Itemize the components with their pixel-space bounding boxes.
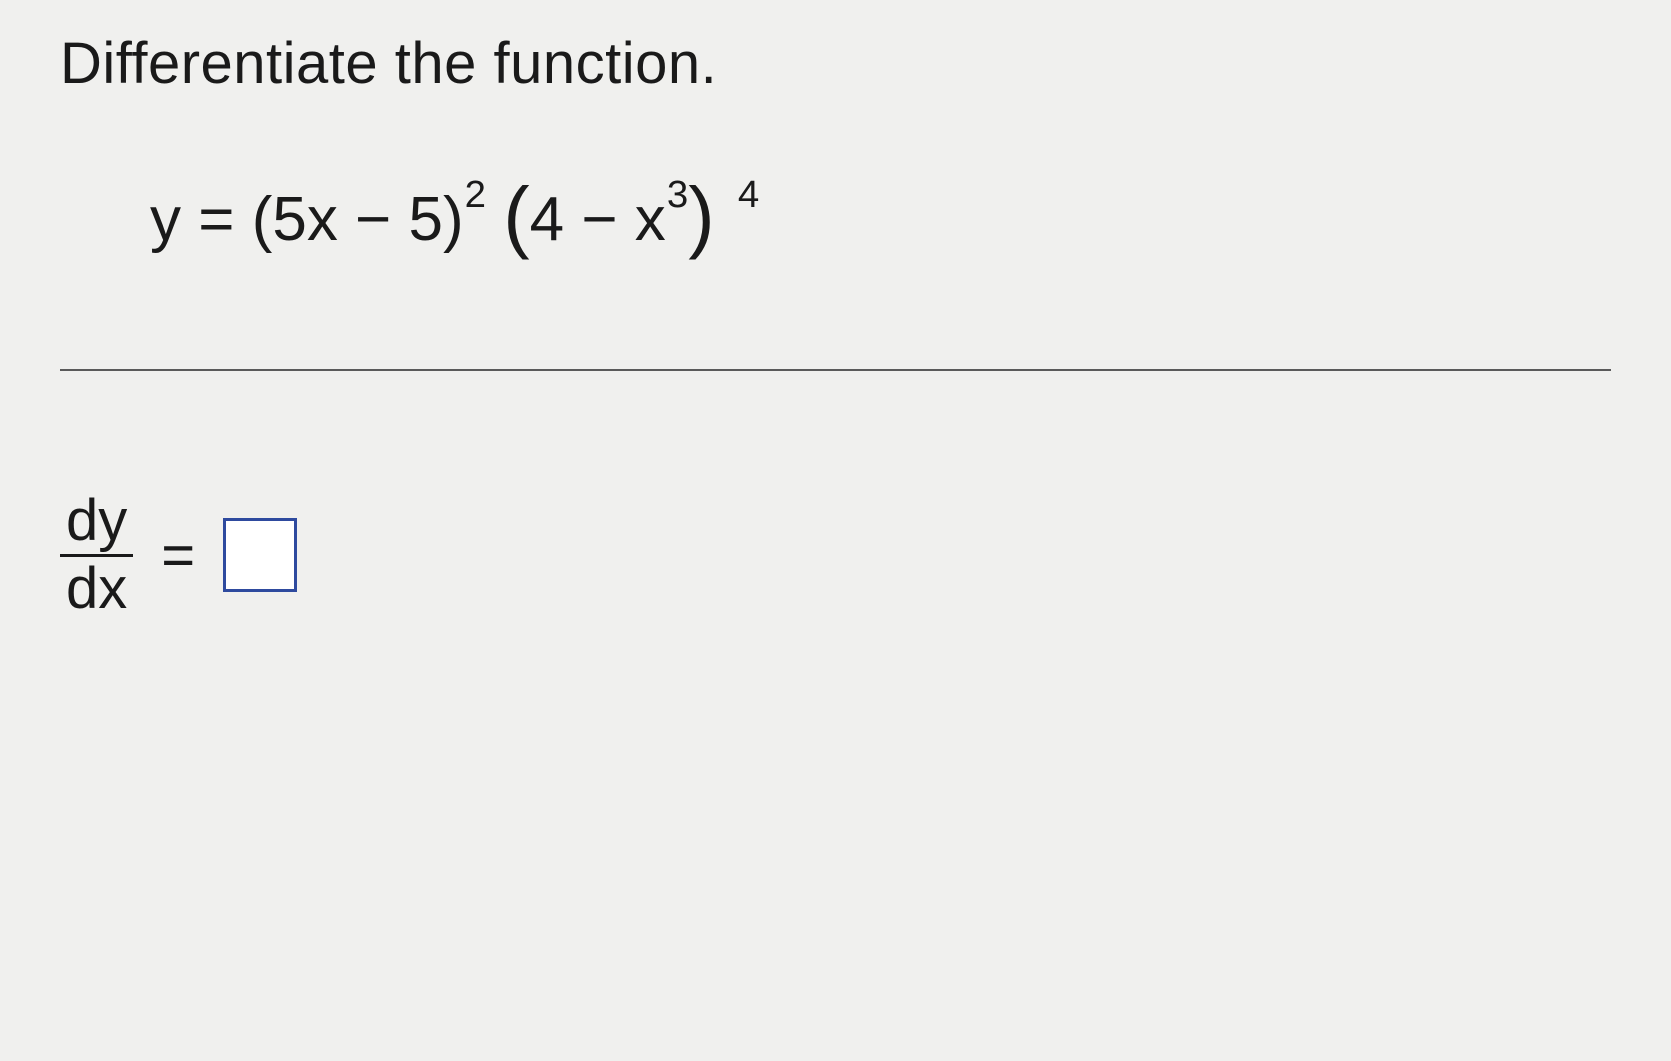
eq-equals: =: [198, 185, 234, 254]
section-divider: [60, 369, 1611, 371]
eq-term2-open: (: [503, 171, 529, 260]
fraction-numerator: dy: [60, 491, 133, 554]
equation: y = (5x − 5)2 (4 − x3) 4: [150, 185, 759, 254]
eq-term1-close: ): [443, 185, 464, 254]
equation-row: y = (5x − 5)2 (4 − x3) 4: [150, 167, 1611, 259]
eq-term2-close: ): [688, 171, 714, 260]
eq-term1-inner: 5x − 5: [272, 185, 443, 254]
eq-term1-open: (: [252, 185, 273, 254]
eq-term2-exp: 4: [738, 173, 759, 216]
question-page: Differentiate the function. y = (5x − 5)…: [0, 0, 1671, 1061]
problem-prompt: Differentiate the function.: [60, 30, 1611, 97]
eq-term1-exp: 2: [465, 173, 486, 216]
answer-equals: =: [161, 522, 195, 589]
answer-row: dy dx =: [60, 491, 1611, 620]
eq-lhs: y: [150, 185, 181, 254]
eq-term2-inner-a: 4 − x: [530, 185, 666, 254]
fraction-denominator: dx: [60, 554, 133, 620]
derivative-fraction: dy dx: [60, 491, 133, 620]
eq-term2-inner-exp: 3: [667, 173, 688, 216]
answer-input[interactable]: [223, 518, 297, 592]
